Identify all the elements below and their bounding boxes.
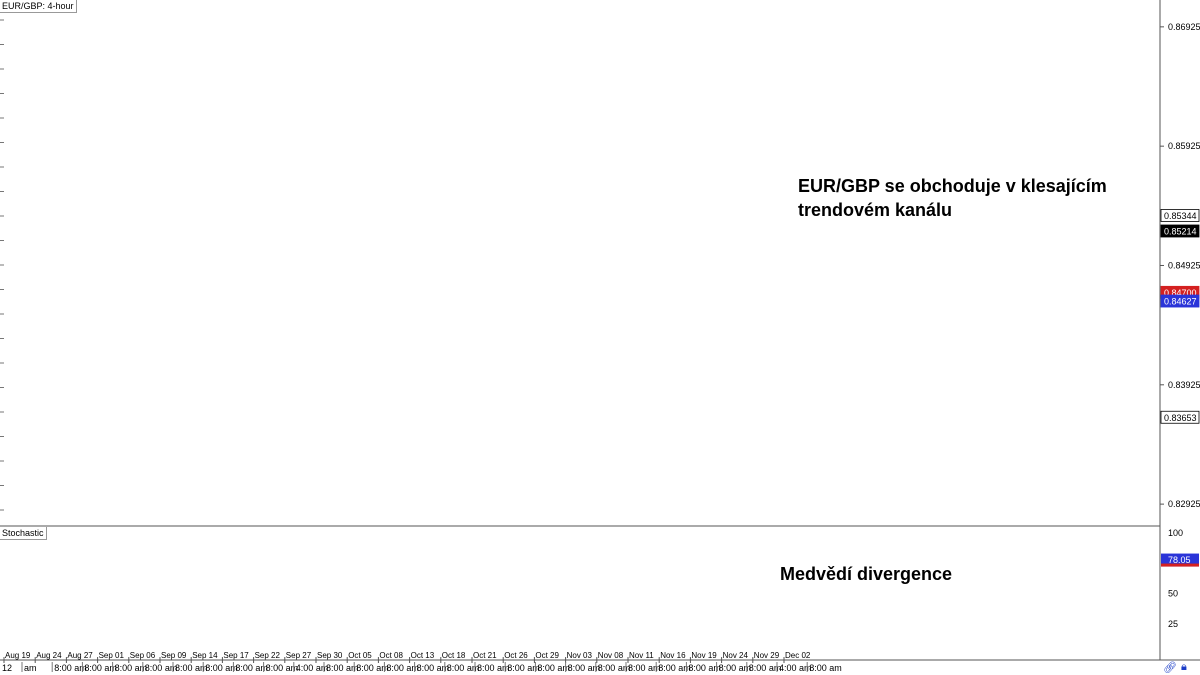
x-time-label: 8:00 am (266, 663, 299, 673)
stochastic-title: Stochastic (0, 527, 47, 540)
x-time-first: 12 (2, 663, 12, 673)
x-date-label: Sep 09 (161, 651, 187, 660)
x-date-label: Aug 19 (5, 651, 31, 660)
x-date-label: Sep 30 (317, 651, 343, 660)
price-label-box (1160, 209, 1200, 222)
x-date-label: Sep 06 (130, 651, 156, 660)
channel-annotation-line2: trendovém kanálu (798, 200, 953, 220)
channel-annotation: EUR/GBP se obchoduje v klesajícím trendo… (798, 174, 1107, 222)
price-label-box (1160, 410, 1200, 424)
y-tick-label: 0.83925 (1168, 380, 1200, 390)
x-date-label: Oct 29 (535, 651, 559, 660)
stoch-value-box-red (1161, 563, 1199, 567)
x-date-label: Nov 29 (754, 651, 780, 660)
x-date-label: Nov 11 (629, 651, 654, 660)
x-time-label: 8:00 am (205, 663, 238, 673)
x-date-label: Oct 13 (411, 651, 435, 660)
x-time-label: 8:00 am (537, 663, 570, 673)
divergence-annotation: Medvědí divergence (780, 564, 953, 584)
price-label-box (1160, 224, 1200, 238)
x-time-label: 4:00 am (779, 663, 812, 673)
x-time-label: 8:00 am (809, 663, 842, 673)
price-label: 0.84627 (1164, 297, 1197, 307)
x-date-label: Sep 27 (286, 651, 312, 660)
x-date-label: Aug 24 (36, 651, 62, 660)
x-time-label: 8:00 am (326, 663, 359, 673)
price-label: 0.83653 (1164, 413, 1197, 423)
y-tick-label: 0.84925 (1168, 260, 1200, 270)
x-date-label: Nov 03 (567, 651, 593, 660)
x-date-label: Oct 18 (442, 651, 466, 660)
x-time-label: 8:00 am (235, 663, 268, 673)
link-icon[interactable]: 🔗︎ (1163, 662, 1177, 674)
x-time-label: 8:00 am (84, 663, 117, 673)
x-time-label: 8:00 am (568, 663, 601, 673)
x-time-label: am (24, 663, 37, 673)
stoch-value-box (1161, 553, 1199, 567)
stoch-y-tick-label: 50 (1168, 589, 1178, 599)
x-time-label: 8:00 am (719, 663, 752, 673)
x-date-label: Sep 01 (99, 651, 125, 660)
y-tick-label: 0.86925 (1168, 22, 1200, 32)
x-date-label: Oct 05 (348, 651, 372, 660)
channel-annotation-line1: EUR/GBP se obchoduje v klesajícím (798, 176, 1107, 196)
x-date-label: Sep 17 (223, 651, 249, 660)
x-time-label: 8:00 am (507, 663, 540, 673)
x-date-label: Sep 22 (255, 651, 281, 660)
stoch-value-label: 78.05 (1168, 555, 1191, 565)
x-date-label: Aug 27 (67, 651, 93, 660)
x-time-label: 4:00 am (296, 663, 329, 673)
price-label: 0.84700 (1164, 288, 1197, 298)
x-time-label: 8:00 am (447, 663, 480, 673)
x-time-label: 8:00 am (54, 663, 87, 673)
price-label-box (1160, 294, 1200, 308)
x-time-label: 8:00 am (356, 663, 389, 673)
x-time-label: 8:00 am (628, 663, 661, 673)
x-time-label: 8:00 am (749, 663, 782, 673)
x-time-label: 8:00 am (145, 663, 178, 673)
x-time-label: 8:00 am (175, 663, 208, 673)
x-time-label: 8:00 am (386, 663, 419, 673)
price-label: 0.85214 (1164, 227, 1197, 237)
price-label: 0.85344 (1164, 211, 1197, 221)
x-date-label: Nov 24 (723, 651, 749, 660)
x-date-label: Nov 19 (691, 651, 717, 660)
x-time-label: 8:00 am (658, 663, 691, 673)
x-time-label: 8:00 am (688, 663, 721, 673)
x-date-label: Dec 02 (785, 651, 811, 660)
x-time-label: 8:00 am (477, 663, 510, 673)
x-date-label: Nov 16 (660, 651, 686, 660)
y-tick-label: 0.82925 (1168, 499, 1200, 509)
x-time-label: 8:00 am (115, 663, 148, 673)
x-date-label: Oct 21 (473, 651, 497, 660)
stoch-y-tick-label: 25 (1168, 619, 1178, 629)
lock-icon[interactable]: 🔒︎ (1181, 661, 1187, 673)
x-date-label: Oct 26 (504, 651, 528, 660)
y-tick-label: 0.85925 (1168, 141, 1200, 151)
stoch-y-tick-label: 100 (1168, 528, 1183, 538)
x-time-label: 8:00 am (598, 663, 631, 673)
chart-title: EUR/GBP: 4-hour (0, 0, 77, 13)
x-date-label: Oct 08 (379, 651, 403, 660)
x-date-label: Sep 14 (192, 651, 218, 660)
x-time-label: 8:00 am (417, 663, 450, 673)
x-date-label: Nov 08 (598, 651, 624, 660)
